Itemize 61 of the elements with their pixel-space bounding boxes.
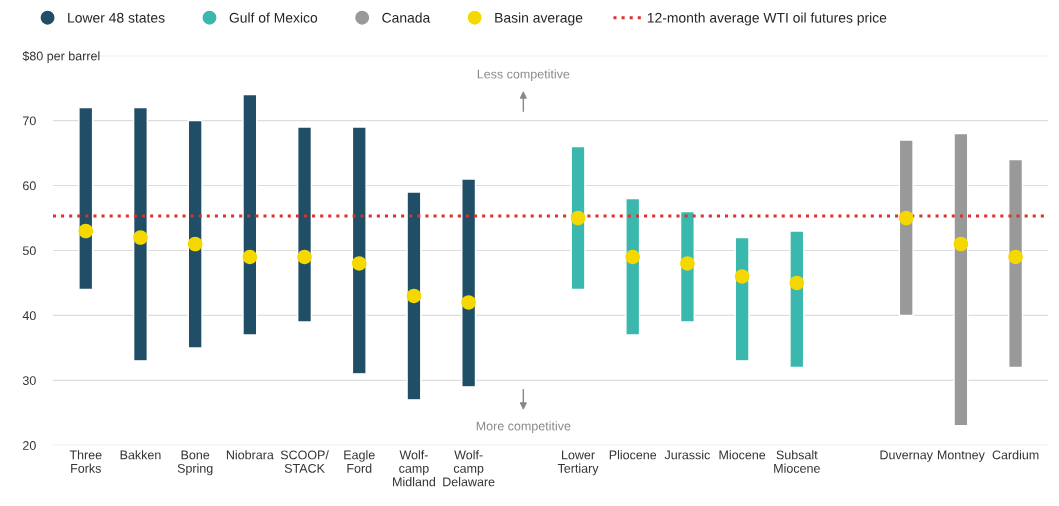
x-tick-label: Lower Tertiary	[557, 450, 599, 476]
bar	[132, 106, 148, 362]
point	[187, 236, 203, 252]
y-tick-label: 20	[23, 441, 36, 450]
y-tick-label: 60	[23, 181, 36, 191]
x-tick-label: Subsalt Miocene	[774, 450, 820, 473]
x-tick-label: Duvernay	[880, 450, 933, 462]
point	[406, 288, 422, 304]
x-tick-label: Miocene	[719, 450, 766, 460]
legend-label: Lower 48 states	[68, 12, 165, 23]
x-tick-label: Pliocene	[609, 450, 657, 460]
bar	[625, 197, 641, 336]
annotation: More competitive	[476, 421, 571, 433]
x-tick-label: Bone Spring	[177, 450, 213, 476]
point	[898, 210, 914, 226]
point	[680, 256, 695, 271]
bar	[242, 93, 258, 336]
point	[789, 275, 805, 291]
legend-label: 12-month average WTI oil futures price	[647, 12, 887, 26]
point	[1008, 249, 1023, 265]
x-tick-label: Cardium	[992, 450, 1039, 460]
bar	[187, 119, 203, 349]
y-tick-label: $80 per barrel	[22, 51, 100, 63]
x-tick-label: Eagle Ford	[344, 450, 375, 473]
point	[133, 230, 148, 245]
bar	[297, 126, 313, 323]
point	[570, 210, 586, 226]
x-tick-label: Jurassic	[664, 450, 711, 460]
bar	[351, 126, 367, 375]
point	[953, 236, 969, 252]
bar	[406, 191, 422, 401]
point	[461, 295, 476, 310]
bar	[461, 178, 477, 388]
y-tick-label: 40	[22, 311, 36, 321]
x-tick-label: Wolf- camp Midland	[393, 450, 436, 487]
annotation: Less competitive	[477, 69, 570, 81]
point	[78, 223, 94, 239]
x-tick-label: Niobrara	[226, 450, 274, 460]
legend-label: Basin average	[495, 12, 583, 26]
point	[625, 249, 641, 265]
x-tick-label: Bakken	[120, 450, 161, 460]
point	[242, 249, 258, 265]
point	[297, 249, 312, 265]
point	[734, 269, 750, 284]
y-tick-label: 50	[22, 246, 36, 256]
bar	[789, 230, 805, 369]
x-tick-label: Wolf- camp Delaware	[443, 450, 495, 487]
bar	[898, 139, 914, 317]
x-tick-label: SCOOP/ STACK	[280, 450, 329, 473]
bar	[1008, 158, 1024, 369]
y-tick-label: 30	[22, 376, 36, 385]
bar	[734, 236, 750, 362]
bar	[953, 132, 969, 427]
point	[351, 256, 367, 271]
x-tick-label: Montney	[937, 450, 985, 462]
y-tick-label: 70	[23, 116, 36, 126]
bar	[570, 145, 586, 291]
bar	[78, 106, 94, 291]
x-tick-label: Three Forks	[69, 450, 102, 473]
legend-label: Gulf of Mexico	[229, 12, 318, 23]
legend-label: Canada	[382, 12, 431, 23]
